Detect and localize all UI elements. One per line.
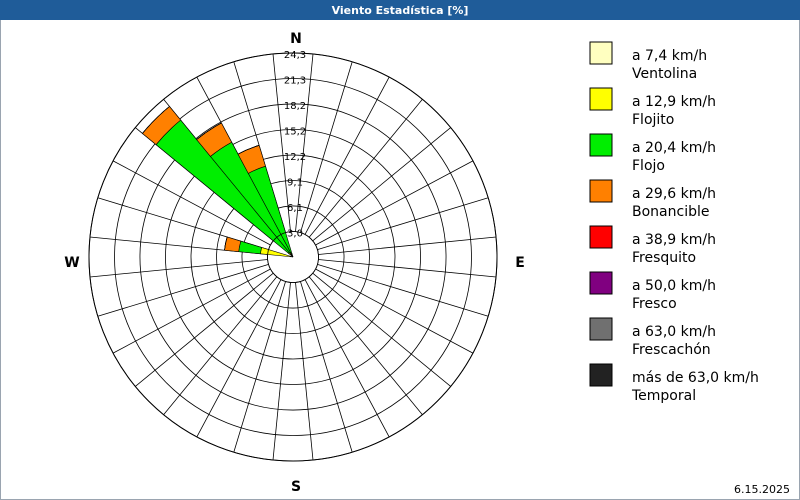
legend-description: Ventolina xyxy=(632,66,697,82)
legend-label: a 29,6 km/h xyxy=(632,186,716,202)
chart-title: Viento Estadística [%] xyxy=(332,4,469,17)
radial-grid-line xyxy=(315,160,474,246)
ring-grid-line xyxy=(241,205,345,309)
legend-label: a 63,0 km/h xyxy=(632,324,716,340)
legend-label: a 7,4 km/h xyxy=(632,48,707,64)
ring-grid-line xyxy=(190,154,396,360)
radial-grid-line xyxy=(163,276,278,415)
legend-label: a 50,0 km/h xyxy=(632,278,716,294)
direction-label: W xyxy=(64,255,79,271)
legend-swatch xyxy=(589,317,613,341)
radial-grid-line xyxy=(112,268,271,354)
radial-grid-line xyxy=(272,53,291,232)
ring-grid-line xyxy=(114,78,472,436)
legend-label: más de 63,0 km/h xyxy=(632,370,759,386)
radial-grid-line xyxy=(317,197,489,250)
r-tick-label: 12,2 xyxy=(284,152,306,163)
ring-grid-line xyxy=(216,180,370,334)
radial-grid-line xyxy=(318,259,497,278)
r-tick-label: 3,0 xyxy=(287,228,303,239)
wedge xyxy=(237,145,260,155)
r-tick-label: 21,3 xyxy=(284,76,306,87)
radial-grid-line xyxy=(233,281,286,453)
calm-circle xyxy=(267,231,319,283)
r-tick-label: 9,1 xyxy=(287,178,303,189)
radial-grid-line xyxy=(312,127,451,242)
wedge xyxy=(196,122,222,140)
legend-swatch xyxy=(589,179,613,203)
legend-description: Flojo xyxy=(632,158,665,174)
legend-description: Frescachón xyxy=(632,342,711,358)
radial-grid-line xyxy=(312,272,451,387)
radial-grid-line xyxy=(196,279,282,438)
date: 6.15.2025 xyxy=(734,483,790,496)
legend-description: Temporal xyxy=(631,388,696,404)
r-tick-label: 24,3 xyxy=(284,50,306,61)
ring-grid-line xyxy=(139,103,447,411)
radial-grid-line xyxy=(97,264,269,317)
legend-swatch xyxy=(589,363,613,387)
radial-grid-line xyxy=(135,272,274,387)
ring-grid-line xyxy=(165,129,421,385)
radial-grid-line xyxy=(272,282,291,461)
radial-grid-line xyxy=(89,259,268,278)
legend-description: Flojito xyxy=(632,112,674,128)
legend-swatch xyxy=(589,271,613,295)
legend-description: Bonancible xyxy=(632,204,709,220)
r-tick-label: 18,2 xyxy=(284,101,306,112)
legend-swatch xyxy=(589,41,613,65)
radial-grid-line xyxy=(318,236,497,255)
r-tick-label: 6,1 xyxy=(287,203,303,214)
legend-label: a 20,4 km/h xyxy=(632,140,716,156)
direction-label: E xyxy=(515,255,525,271)
radial-grid-line xyxy=(295,282,314,461)
radial-grid-line xyxy=(308,276,423,415)
radial-grid-line xyxy=(304,76,390,235)
radial-grid-line xyxy=(308,99,423,238)
radial-grid-line xyxy=(315,268,474,354)
legend-label: a 12,9 km/h xyxy=(632,94,716,110)
legend-swatch xyxy=(589,225,613,249)
legend-label: a 38,9 km/h xyxy=(632,232,716,248)
legend-description: Fresquito xyxy=(632,250,696,266)
radial-grid-line xyxy=(304,279,390,438)
radial-grid-line xyxy=(300,61,353,233)
r-tick-label: 15,2 xyxy=(284,126,306,137)
legend-description: Fresco xyxy=(632,296,677,312)
radial-grid-line xyxy=(300,281,353,453)
legend-swatch xyxy=(589,87,613,111)
ring-grid-line xyxy=(88,52,498,462)
legend-swatch xyxy=(589,133,613,157)
title-bar xyxy=(0,0,800,20)
direction-label: N xyxy=(290,31,302,47)
direction-label: S xyxy=(291,479,301,495)
radial-grid-line xyxy=(317,264,489,317)
radial-grid-line xyxy=(295,53,314,232)
radial-grid-line xyxy=(112,160,271,246)
